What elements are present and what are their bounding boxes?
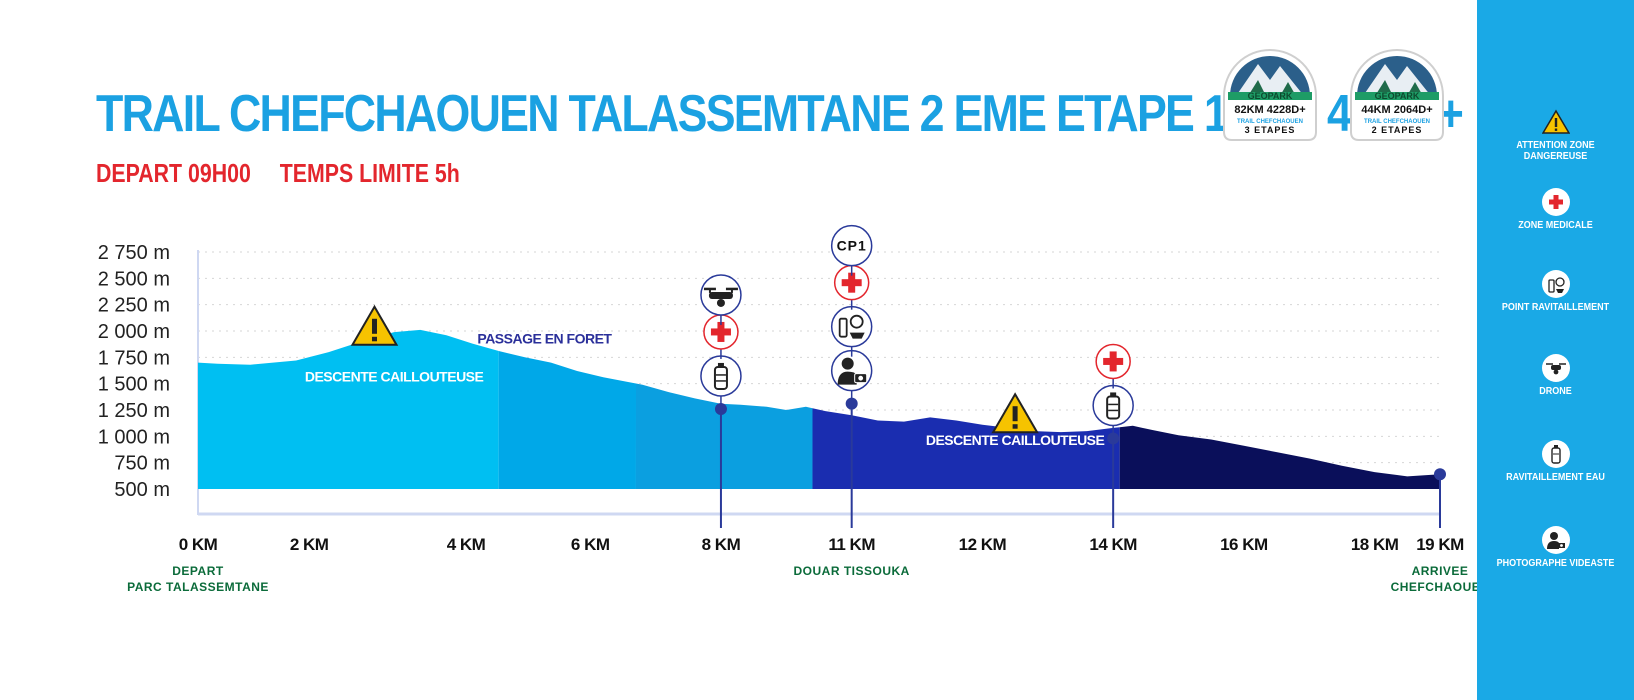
legend-label: ZONE MEDICALE — [1518, 220, 1593, 231]
y-tick-label: 2 000 m — [98, 321, 170, 343]
badge-brand: GEOPARK — [1375, 91, 1420, 101]
y-tick-label: 1 750 m — [98, 347, 170, 369]
legend-label: ATTENTION ZONE DANGEREUSE — [1516, 140, 1595, 162]
legend-label: RAVITAILLEMENT EAU — [1506, 472, 1605, 483]
legend-label: DRONE — [1539, 386, 1572, 397]
place-label: ARRIVEE — [1412, 564, 1469, 578]
x-tick-label: 2 KM — [290, 535, 329, 554]
x-tick-label: 19 KM — [1416, 535, 1464, 554]
legend-item-supply: POINT RAVITAILLEMENT — [1477, 270, 1634, 313]
terrain-annotation: DESCENTE CAILLOUTEUSE — [305, 369, 484, 385]
terrain-annotation: PASSAGE EN FORET — [477, 331, 612, 347]
x-tick-label: 6 KM — [571, 535, 610, 554]
elevation-segment-3 — [635, 383, 813, 489]
warning-icon — [991, 392, 1039, 434]
food-supply-icon — [1541, 270, 1570, 298]
badge-stages: 3 ETAPES — [1245, 125, 1296, 135]
race-info: DEPART 09H00 TEMPS LIMITE 5h — [96, 158, 460, 189]
y-tick-label: 2 750 m — [98, 242, 170, 264]
y-tick-label: 1 500 m — [98, 374, 170, 396]
medical-cross-icon — [841, 272, 862, 293]
geopark-logo-icon: GEOPARK 82KM 4228D+ TRAIL CHEFCHAOUEN 3 … — [1223, 49, 1317, 141]
place-label: CHEFCHAOUEN — [1391, 580, 1490, 594]
food-supply-icon — [838, 314, 865, 339]
legend-panel: ATTENTION ZONE DANGEREUSE ZONE MEDICALE … — [1477, 0, 1634, 700]
checkpoint-label: CP1 — [837, 238, 867, 254]
y-tick-label: 500 m — [114, 479, 170, 501]
x-tick-label: 18 KM — [1351, 535, 1399, 554]
legend-label: POINT RAVITAILLEMENT — [1501, 302, 1610, 313]
start-time: DEPART 09H00 — [96, 158, 251, 188]
photographer-icon — [1541, 526, 1570, 554]
legend-label: PHOTOGRAPHE VIDEASTE — [1496, 558, 1615, 569]
drone-icon — [1541, 354, 1570, 382]
legend-item-drone: DRONE — [1477, 354, 1634, 397]
y-tick-label: 2 500 m — [98, 268, 170, 290]
warning-icon — [1541, 108, 1570, 136]
badge-82km: GEOPARK 82KM 4228D+ TRAIL CHEFCHAOUEN 3 … — [1218, 36, 1322, 144]
place-label: PARC TALASSEMTANE — [127, 580, 269, 594]
medical-cross-icon — [1103, 351, 1124, 372]
badge-44km: GEOPARK 44KM 2064D+ TRAIL CHEFCHAOUEN 2 … — [1345, 36, 1449, 144]
drone-icon — [703, 287, 738, 307]
elevation-segment-4 — [812, 408, 1120, 489]
water-bottle-icon — [1106, 392, 1121, 420]
y-tick-label: 2 250 m — [98, 295, 170, 317]
badge-stages: 2 ETAPES — [1372, 125, 1423, 135]
x-tick-label: 4 KM — [447, 535, 486, 554]
station-icon-circle — [830, 224, 873, 267]
station-point — [845, 397, 858, 410]
badge-event: TRAIL CHEFCHAOUEN — [1364, 119, 1430, 125]
water-bottle-icon — [1541, 440, 1570, 468]
station-icon-circle — [830, 305, 873, 348]
y-tick-label: 750 m — [114, 453, 170, 475]
place-label: DEPART — [172, 564, 224, 578]
medical-cross-icon — [710, 321, 731, 342]
x-tick-label: 11 KM — [828, 535, 875, 554]
geopark-logo-icon: GEOPARK 44KM 2064D+ TRAIL CHEFCHAOUEN 2 … — [1350, 49, 1444, 141]
legend-item-photo: PHOTOGRAPHE VIDEASTE — [1477, 526, 1634, 569]
x-tick-label: 16 KM — [1220, 535, 1268, 554]
terrain-annotation: DESCENTE CAILLOUTEUSE — [926, 432, 1105, 448]
medical-cross-icon — [1541, 188, 1570, 216]
elevation-segment-5 — [1119, 425, 1440, 489]
photographer-icon — [837, 357, 868, 385]
station-point — [1107, 432, 1120, 445]
y-tick-label: 1 000 m — [98, 426, 170, 448]
station-point — [714, 402, 727, 415]
place-label: DOUAR TISSOUKA — [794, 564, 910, 578]
time-limit: TEMPS LIMITE 5h — [279, 158, 460, 188]
y-tick-label: 1 250 m — [98, 400, 170, 422]
x-tick-label: 0 KM — [179, 535, 218, 554]
badge-distance: 82KM 4228D+ — [1234, 104, 1305, 116]
legend-item-water: RAVITAILLEMENT EAU — [1477, 440, 1634, 483]
badge-distance: 44KM 2064D+ — [1361, 104, 1432, 116]
x-tick-label: 14 KM — [1089, 535, 1137, 554]
legend-item-medical: ZONE MEDICALE — [1477, 188, 1634, 231]
water-bottle-icon — [713, 362, 728, 390]
legend-item-danger: ATTENTION ZONE DANGEREUSE — [1477, 108, 1634, 162]
badge-brand: GEOPARK — [1248, 91, 1293, 101]
elevation-segment-2 — [498, 351, 636, 489]
elevation-segment-1 — [198, 329, 499, 489]
badge-event: TRAIL CHEFCHAOUEN — [1237, 119, 1303, 125]
x-tick-label: 8 KM — [702, 535, 741, 554]
checkpoint-name: CP1 — [837, 238, 867, 254]
x-tick-label: 12 KM — [959, 535, 1007, 554]
warning-icon — [350, 304, 399, 346]
